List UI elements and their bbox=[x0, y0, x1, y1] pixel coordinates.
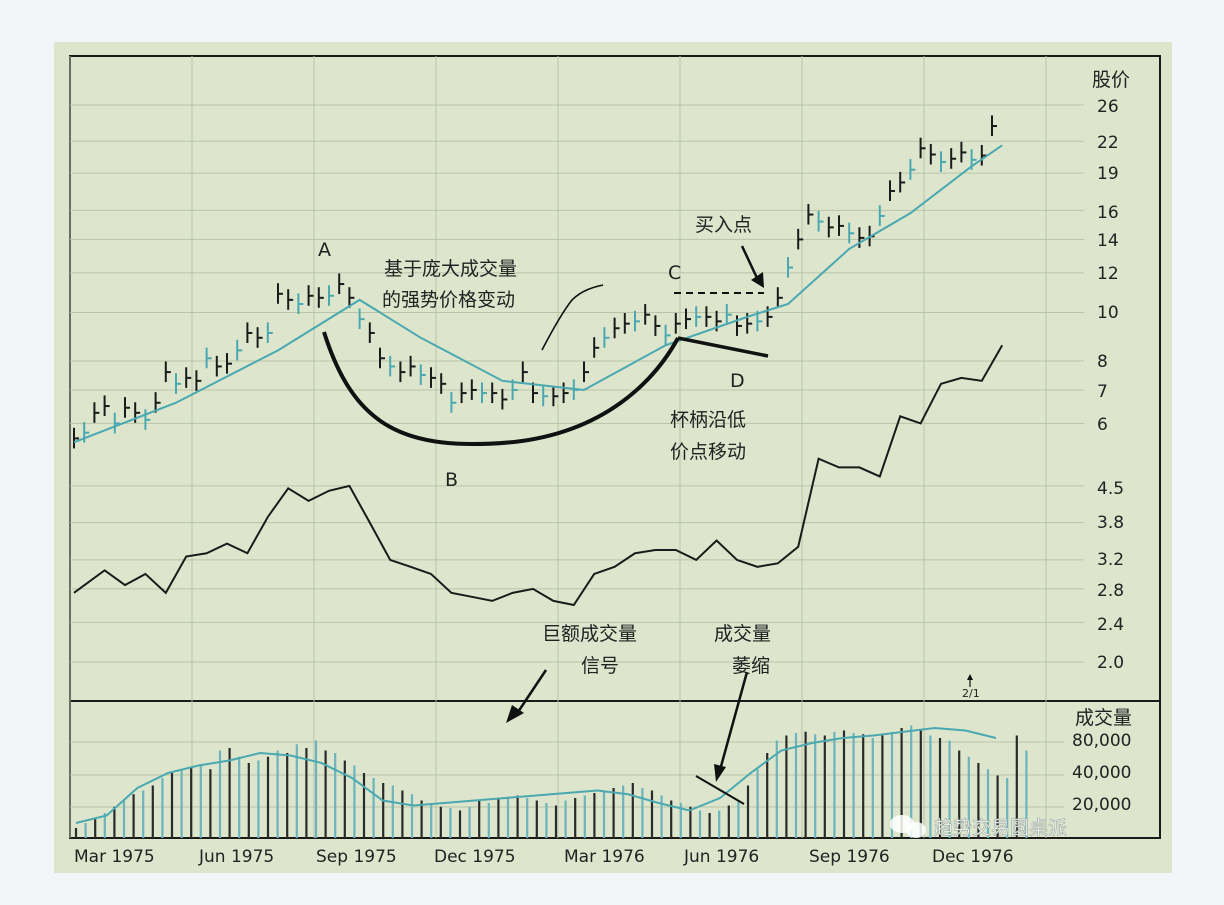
split-marker-arrowhead bbox=[967, 674, 973, 680]
relative-strength-line bbox=[73, 344, 1004, 607]
volume-bars bbox=[74, 725, 1028, 838]
price-tick: 12 bbox=[1097, 264, 1119, 284]
volume-ma-line bbox=[75, 726, 997, 824]
price-tick: 6 bbox=[1097, 415, 1108, 435]
point-c-label: C bbox=[668, 262, 681, 284]
price-tick: 8 bbox=[1097, 352, 1108, 372]
price-tick: 2.8 bbox=[1097, 581, 1124, 601]
handle-label-line2: 价点移动 bbox=[670, 441, 746, 463]
watermark: 趋势交易圆桌派 bbox=[890, 815, 1067, 839]
strong-move-bracket bbox=[541, 284, 604, 351]
volume-tick-labels: 80,000 40,000 20,000 bbox=[1072, 731, 1131, 815]
point-b-label: B bbox=[445, 469, 458, 491]
buy-point-label: 买入点 bbox=[695, 214, 752, 236]
month-label: Jun 1975 bbox=[198, 847, 274, 867]
price-tick: 7 bbox=[1097, 382, 1108, 402]
big-volume-arrowhead bbox=[506, 705, 524, 723]
volume-dry-arrowhead bbox=[714, 764, 726, 782]
month-label: Jun 1976 bbox=[683, 847, 759, 867]
point-d-label: D bbox=[730, 370, 745, 392]
price-tick: 2.4 bbox=[1097, 615, 1124, 635]
volume-moving-average bbox=[75, 726, 997, 824]
volume-tick: 20,000 bbox=[1072, 795, 1131, 815]
split-marker-label: 2/1 bbox=[962, 687, 980, 700]
volume-dry-label-line2: 萎缩 bbox=[732, 655, 770, 677]
price-tick: 2.0 bbox=[1097, 653, 1124, 673]
price-tick: 14 bbox=[1097, 231, 1119, 251]
chart-area: 股价 成交量 26 22 19 16 14 12 10 8 7 6 4.5 3.… bbox=[54, 42, 1172, 873]
price-moving-average bbox=[73, 144, 1003, 444]
handle-line bbox=[677, 336, 769, 358]
price-tick: 3.8 bbox=[1097, 513, 1124, 533]
big-volume-arrow bbox=[514, 669, 548, 716]
handle-label-line1: 杯柄沿低 bbox=[670, 409, 746, 431]
buy-point-arrow bbox=[740, 245, 759, 279]
price-tick: 10 bbox=[1097, 303, 1119, 323]
volume-decline-line bbox=[695, 775, 745, 805]
price-ma-line bbox=[73, 144, 1003, 444]
big-volume-label-line1: 巨额成交量 bbox=[542, 623, 637, 645]
cup-curve bbox=[322, 331, 680, 447]
wechat-icon-bubble bbox=[906, 822, 926, 838]
volume-tick: 40,000 bbox=[1072, 763, 1131, 783]
price-tick: 19 bbox=[1097, 164, 1119, 184]
volume-dry-arrow bbox=[718, 671, 749, 771]
gridlines bbox=[69, 56, 1084, 838]
point-a-label: A bbox=[318, 239, 331, 261]
volume-axis-title: 成交量 bbox=[1075, 707, 1132, 729]
volume-dry-label-line1: 成交量 bbox=[714, 623, 771, 645]
buy-point-arrowhead bbox=[751, 272, 764, 288]
volume-tick: 80,000 bbox=[1072, 731, 1131, 751]
price-axis-title: 股价 bbox=[1092, 69, 1130, 91]
price-bars bbox=[73, 115, 997, 449]
strong-move-label-line1: 基于庞大成交量 bbox=[384, 258, 517, 280]
price-tick: 22 bbox=[1097, 133, 1119, 153]
month-label: Sep 1976 bbox=[809, 847, 890, 867]
price-tick-labels: 26 22 19 16 14 12 10 8 7 6 4.5 3.8 3.2 2… bbox=[1097, 97, 1124, 673]
rs-line bbox=[73, 344, 1004, 607]
big-volume-label-line2: 信号 bbox=[581, 655, 619, 677]
month-labels: Mar 1975 Jun 1975 Sep 1975 Dec 1975 Mar … bbox=[74, 847, 1014, 867]
price-tick: 16 bbox=[1097, 203, 1119, 223]
price-tick: 26 bbox=[1097, 97, 1119, 117]
month-label: Dec 1976 bbox=[932, 847, 1014, 867]
price-panel-frame bbox=[69, 55, 1161, 702]
month-label: Dec 1975 bbox=[434, 847, 516, 867]
strong-move-label-line2: 的强势价格变动 bbox=[382, 289, 515, 311]
month-label: Sep 1975 bbox=[316, 847, 397, 867]
price-tick: 3.2 bbox=[1097, 550, 1124, 570]
month-label: Mar 1975 bbox=[74, 847, 155, 867]
price-tick: 4.5 bbox=[1097, 479, 1124, 499]
watermark-text: 趋势交易圆桌派 bbox=[934, 817, 1067, 839]
month-label: Mar 1976 bbox=[564, 847, 645, 867]
cup-with-handle-chart: 股价 成交量 26 22 19 16 14 12 10 8 7 6 4.5 3.… bbox=[69, 55, 1161, 867]
